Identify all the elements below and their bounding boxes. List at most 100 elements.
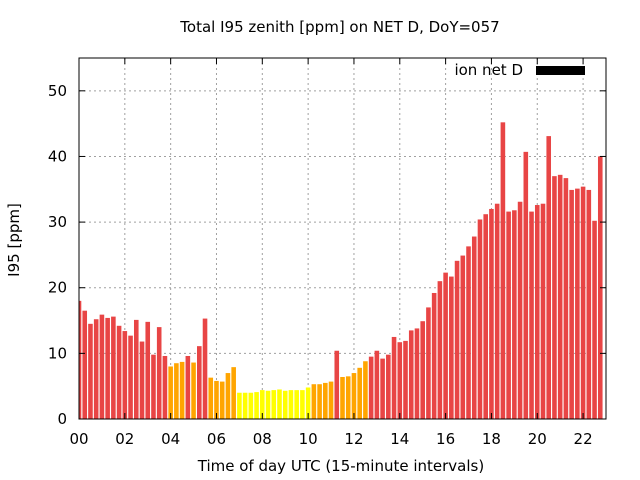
y-axis-label: I95 [ppm] <box>5 203 23 277</box>
bar <box>231 367 236 419</box>
bar <box>391 336 397 419</box>
bar <box>225 373 231 419</box>
bar <box>454 260 460 419</box>
x-tick-label: 12 <box>344 430 363 448</box>
bar <box>99 314 105 419</box>
bar <box>214 380 219 419</box>
bar <box>305 387 311 419</box>
bar <box>242 392 248 419</box>
bar <box>294 390 299 419</box>
bar <box>162 355 168 419</box>
x-tick-label: 06 <box>207 430 226 448</box>
bar <box>311 384 317 419</box>
bar <box>185 355 191 419</box>
chart-title: Total I95 zenith [ppm] on NET D, DoY=057 <box>179 18 499 36</box>
bar <box>552 176 557 419</box>
bar <box>466 246 471 419</box>
bar <box>351 373 357 419</box>
x-axis: 00 02 04 06 08 10 12 14 16 18 20 22 <box>69 58 593 448</box>
bar <box>437 281 443 419</box>
bar <box>323 382 328 419</box>
bar <box>569 189 574 419</box>
bar <box>345 376 351 419</box>
x-tick-label: 04 <box>161 430 180 448</box>
bar <box>357 367 362 419</box>
bar <box>317 384 322 419</box>
bar <box>426 307 431 419</box>
bar <box>116 325 122 419</box>
bar <box>288 390 294 419</box>
bar <box>592 220 597 419</box>
bar <box>145 321 151 419</box>
bar <box>254 392 259 419</box>
bar <box>500 122 506 419</box>
bar <box>523 151 529 420</box>
x-tick-label: 00 <box>69 430 88 448</box>
bar <box>494 203 500 419</box>
x-tick-label: 20 <box>528 430 547 448</box>
bar <box>248 392 254 419</box>
y-tick-label: 40 <box>48 147 67 165</box>
bar <box>546 136 552 419</box>
bar <box>122 331 128 419</box>
bar <box>483 214 488 419</box>
y-tick-label: 0 <box>57 410 67 428</box>
bar <box>174 363 179 419</box>
bar <box>575 188 580 419</box>
y-tick-label: 50 <box>48 82 67 100</box>
bar <box>139 341 145 419</box>
bar <box>431 292 437 419</box>
bar <box>443 272 448 419</box>
y-axis: 0 10 20 30 40 50 <box>48 82 606 428</box>
bar <box>156 327 162 419</box>
bar <box>563 178 569 419</box>
bar <box>111 316 116 419</box>
bar <box>328 381 334 419</box>
legend-swatch <box>536 66 585 75</box>
plot-frame <box>78 57 607 420</box>
bar <box>133 319 139 419</box>
bar <box>368 356 374 419</box>
y-tick-label: 10 <box>48 344 67 362</box>
bar <box>208 377 214 419</box>
bar <box>374 350 380 419</box>
bar <box>340 376 345 419</box>
bar <box>265 390 271 419</box>
x-tick-label: 16 <box>436 430 455 448</box>
x-tick-label: 08 <box>253 430 272 448</box>
bar <box>191 362 196 419</box>
bar <box>517 201 523 419</box>
legend: ion net D <box>454 61 585 79</box>
bar <box>477 219 483 419</box>
bar <box>580 186 586 419</box>
bar <box>420 321 425 419</box>
bar <box>334 350 340 419</box>
bar <box>128 335 133 419</box>
x-tick-label: 10 <box>299 430 318 448</box>
bar <box>506 211 511 419</box>
bar <box>540 203 546 419</box>
y-tick-label: 30 <box>48 213 67 231</box>
x-tick-label: 18 <box>482 430 501 448</box>
bar <box>380 358 385 419</box>
bar <box>260 390 265 419</box>
bar <box>397 342 403 419</box>
bar <box>586 189 592 419</box>
x-tick-label: 14 <box>390 430 409 448</box>
bar <box>512 210 517 419</box>
x-axis-label: Time of day UTC (15-minute intervals) <box>197 457 484 475</box>
bar <box>88 323 93 419</box>
bar <box>408 330 414 419</box>
bar <box>237 392 242 419</box>
bar <box>151 354 156 419</box>
bar <box>386 354 391 419</box>
y-tick-label: 20 <box>48 279 67 297</box>
bar <box>449 276 454 419</box>
bar <box>471 236 477 419</box>
bar <box>82 310 88 419</box>
bar <box>403 340 408 419</box>
bar <box>219 381 225 419</box>
bar <box>197 346 202 419</box>
bar <box>79 300 82 419</box>
